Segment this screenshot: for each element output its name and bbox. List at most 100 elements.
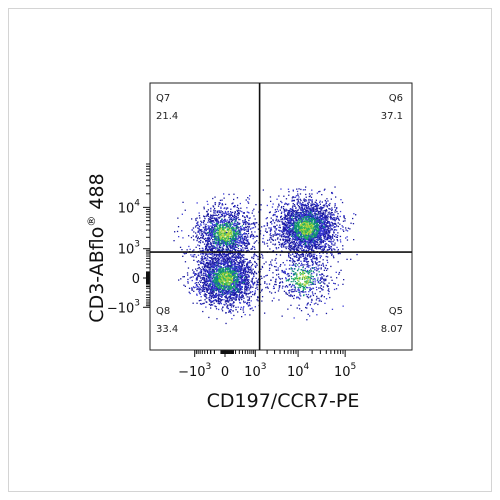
event-dot bbox=[308, 224, 310, 226]
event-dot bbox=[226, 242, 228, 244]
event-dot bbox=[306, 228, 308, 230]
event-dot bbox=[288, 228, 291, 231]
event-dot bbox=[255, 235, 258, 237]
event-dot bbox=[197, 260, 200, 262]
event-dot bbox=[303, 214, 305, 217]
event-dot bbox=[245, 224, 247, 226]
event-dot bbox=[280, 216, 282, 218]
event-dot bbox=[315, 216, 317, 218]
event-dot bbox=[232, 302, 234, 305]
event-dot bbox=[291, 200, 293, 202]
event-dot bbox=[336, 225, 338, 227]
event-dot bbox=[328, 204, 330, 206]
event-dot bbox=[214, 245, 216, 247]
event-dot bbox=[235, 234, 237, 236]
event-dot bbox=[269, 248, 271, 250]
event-dot bbox=[252, 210, 254, 212]
event-dot bbox=[296, 212, 298, 214]
event-dot bbox=[334, 249, 336, 251]
event-dot bbox=[256, 235, 258, 237]
event-dot bbox=[297, 198, 299, 200]
event-dot bbox=[240, 298, 243, 301]
event-dot bbox=[197, 244, 199, 246]
event-dot bbox=[233, 284, 236, 286]
event-dot bbox=[270, 236, 272, 239]
event-dot bbox=[199, 242, 202, 244]
event-dot bbox=[234, 270, 236, 273]
event-dot bbox=[313, 239, 315, 241]
event-dot bbox=[242, 221, 244, 223]
event-dot bbox=[343, 215, 345, 217]
event-dot bbox=[204, 271, 207, 273]
event-dot bbox=[310, 248, 312, 250]
event-dot bbox=[320, 230, 322, 233]
event-dot bbox=[298, 219, 301, 221]
event-dot bbox=[227, 255, 230, 257]
event-dot bbox=[233, 264, 235, 266]
event-dot bbox=[208, 226, 210, 228]
event-dot bbox=[282, 227, 285, 229]
event-dot bbox=[299, 256, 302, 258]
event-dot bbox=[305, 236, 307, 239]
event-dot bbox=[324, 209, 326, 212]
event-dot bbox=[242, 238, 245, 240]
event-dot bbox=[300, 211, 302, 214]
event-dot bbox=[216, 223, 218, 226]
event-dot bbox=[243, 241, 246, 244]
event-dot bbox=[246, 265, 248, 267]
event-dot bbox=[285, 198, 288, 200]
event-dot bbox=[277, 219, 279, 221]
event-dot bbox=[217, 240, 219, 242]
event-dot bbox=[305, 218, 307, 220]
event-dot bbox=[212, 214, 214, 216]
event-dot bbox=[259, 283, 262, 286]
event-dot bbox=[232, 228, 234, 231]
event-dot bbox=[315, 219, 317, 221]
event-dot bbox=[235, 216, 237, 218]
event-dot bbox=[299, 227, 302, 229]
event-dot bbox=[305, 245, 307, 247]
event-dot bbox=[203, 276, 205, 279]
event-dot bbox=[210, 217, 212, 219]
event-dot bbox=[296, 229, 298, 231]
event-dot bbox=[219, 253, 222, 255]
event-dot bbox=[293, 224, 295, 226]
event-dot bbox=[329, 213, 331, 215]
event-dot bbox=[298, 255, 300, 257]
event-dot bbox=[225, 312, 227, 314]
event-dot bbox=[312, 217, 314, 220]
event-dot bbox=[303, 235, 305, 237]
event-dot bbox=[339, 235, 342, 238]
event-dot bbox=[313, 215, 315, 217]
event-dot bbox=[277, 247, 280, 249]
event-dot bbox=[285, 222, 288, 224]
event-dot bbox=[321, 230, 323, 232]
event-dot bbox=[317, 237, 319, 239]
event-dot bbox=[307, 237, 309, 240]
event-dot bbox=[318, 235, 320, 237]
event-dot bbox=[324, 231, 326, 233]
event-dot bbox=[229, 237, 231, 240]
event-dot bbox=[269, 237, 271, 239]
event-dot bbox=[305, 241, 308, 243]
event-dot bbox=[316, 217, 318, 219]
event-dot bbox=[307, 235, 309, 237]
event-dot bbox=[234, 237, 236, 240]
event-dot bbox=[227, 213, 229, 215]
event-dot bbox=[320, 225, 323, 227]
event-dot bbox=[229, 221, 231, 224]
event-dot bbox=[233, 291, 235, 293]
event-dot bbox=[314, 253, 316, 255]
event-dot bbox=[320, 224, 322, 226]
event-dot bbox=[352, 223, 355, 225]
event-dot bbox=[333, 222, 335, 225]
event-dot bbox=[295, 195, 298, 197]
event-dot bbox=[244, 266, 247, 269]
event-dot bbox=[305, 207, 307, 209]
event-dot bbox=[319, 225, 321, 227]
event-dot bbox=[339, 239, 342, 241]
event-dot bbox=[289, 234, 292, 236]
event-dot bbox=[236, 236, 238, 238]
event-dot bbox=[230, 304, 232, 306]
event-dot bbox=[301, 220, 303, 222]
